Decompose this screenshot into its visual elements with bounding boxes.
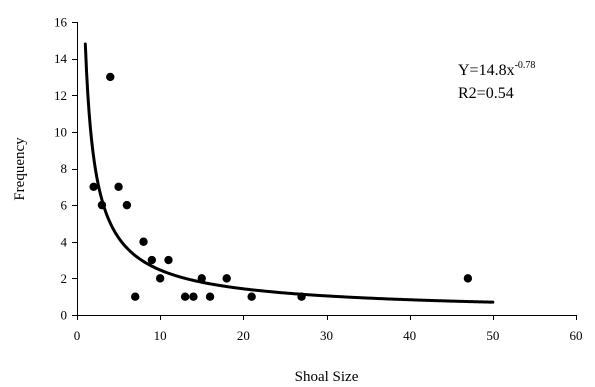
- x-tick-label: 40: [403, 328, 416, 343]
- x-tick-label: 20: [237, 328, 250, 343]
- x-axis-title: Shoal Size: [295, 369, 359, 385]
- trendline-layer: [83, 42, 495, 304]
- data-point: [97, 200, 107, 210]
- y-tick-label: 14: [54, 51, 68, 66]
- y-tick-label: 0: [61, 308, 68, 323]
- y-tick-label: 16: [54, 15, 68, 30]
- y-tick-label: 4: [61, 234, 68, 249]
- power-trendline: [83, 42, 495, 304]
- x-tick-label: 30: [320, 328, 333, 343]
- y-tick-label: 12: [54, 88, 67, 103]
- data-point: [106, 72, 115, 82]
- data-point: [89, 182, 98, 192]
- x-tick-label: 0: [74, 328, 81, 343]
- regression-equation-exponent: -0.78: [515, 60, 536, 71]
- regression-equation: Y=14.8x-0.78: [458, 60, 535, 79]
- data-points: [89, 72, 473, 301]
- data-point: [247, 292, 256, 301]
- data-point: [122, 200, 132, 210]
- y-axis-title: Frequency: [12, 137, 28, 201]
- regression-equation-base: Y=14.8x: [458, 62, 515, 79]
- r-squared-label: R2=0.54: [458, 85, 514, 102]
- tick-labels: 0 10 20 30 40 50 60 0 2 4 6 8 10 12 14 16: [54, 15, 583, 344]
- data-point: [297, 292, 306, 301]
- data-point: [147, 255, 157, 265]
- tick-marks: [72, 22, 577, 320]
- y-tick-label: 10: [54, 124, 67, 139]
- data-point: [180, 292, 190, 301]
- data-point: [463, 274, 473, 283]
- data-point: [164, 255, 173, 265]
- x-tick-label: 50: [486, 328, 499, 343]
- x-tick-label: 60: [570, 328, 583, 343]
- data-point: [155, 274, 165, 283]
- y-tick-label: 2: [61, 271, 68, 286]
- data-point: [197, 274, 206, 283]
- data-point: [114, 182, 123, 192]
- data-point: [222, 274, 231, 283]
- y-tick-label: 6: [61, 198, 68, 213]
- y-tick-label: 8: [61, 161, 68, 176]
- data-point: [189, 292, 198, 301]
- x-tick-label: 10: [154, 328, 167, 343]
- data-point: [205, 292, 215, 301]
- data-point: [131, 292, 140, 301]
- data-point: [139, 237, 148, 246]
